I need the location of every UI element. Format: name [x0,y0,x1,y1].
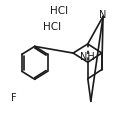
Text: HCl: HCl [50,6,68,16]
Text: F: F [10,93,16,103]
Text: HCl: HCl [43,22,61,32]
Text: N: N [99,10,107,20]
Text: NH: NH [81,52,95,62]
